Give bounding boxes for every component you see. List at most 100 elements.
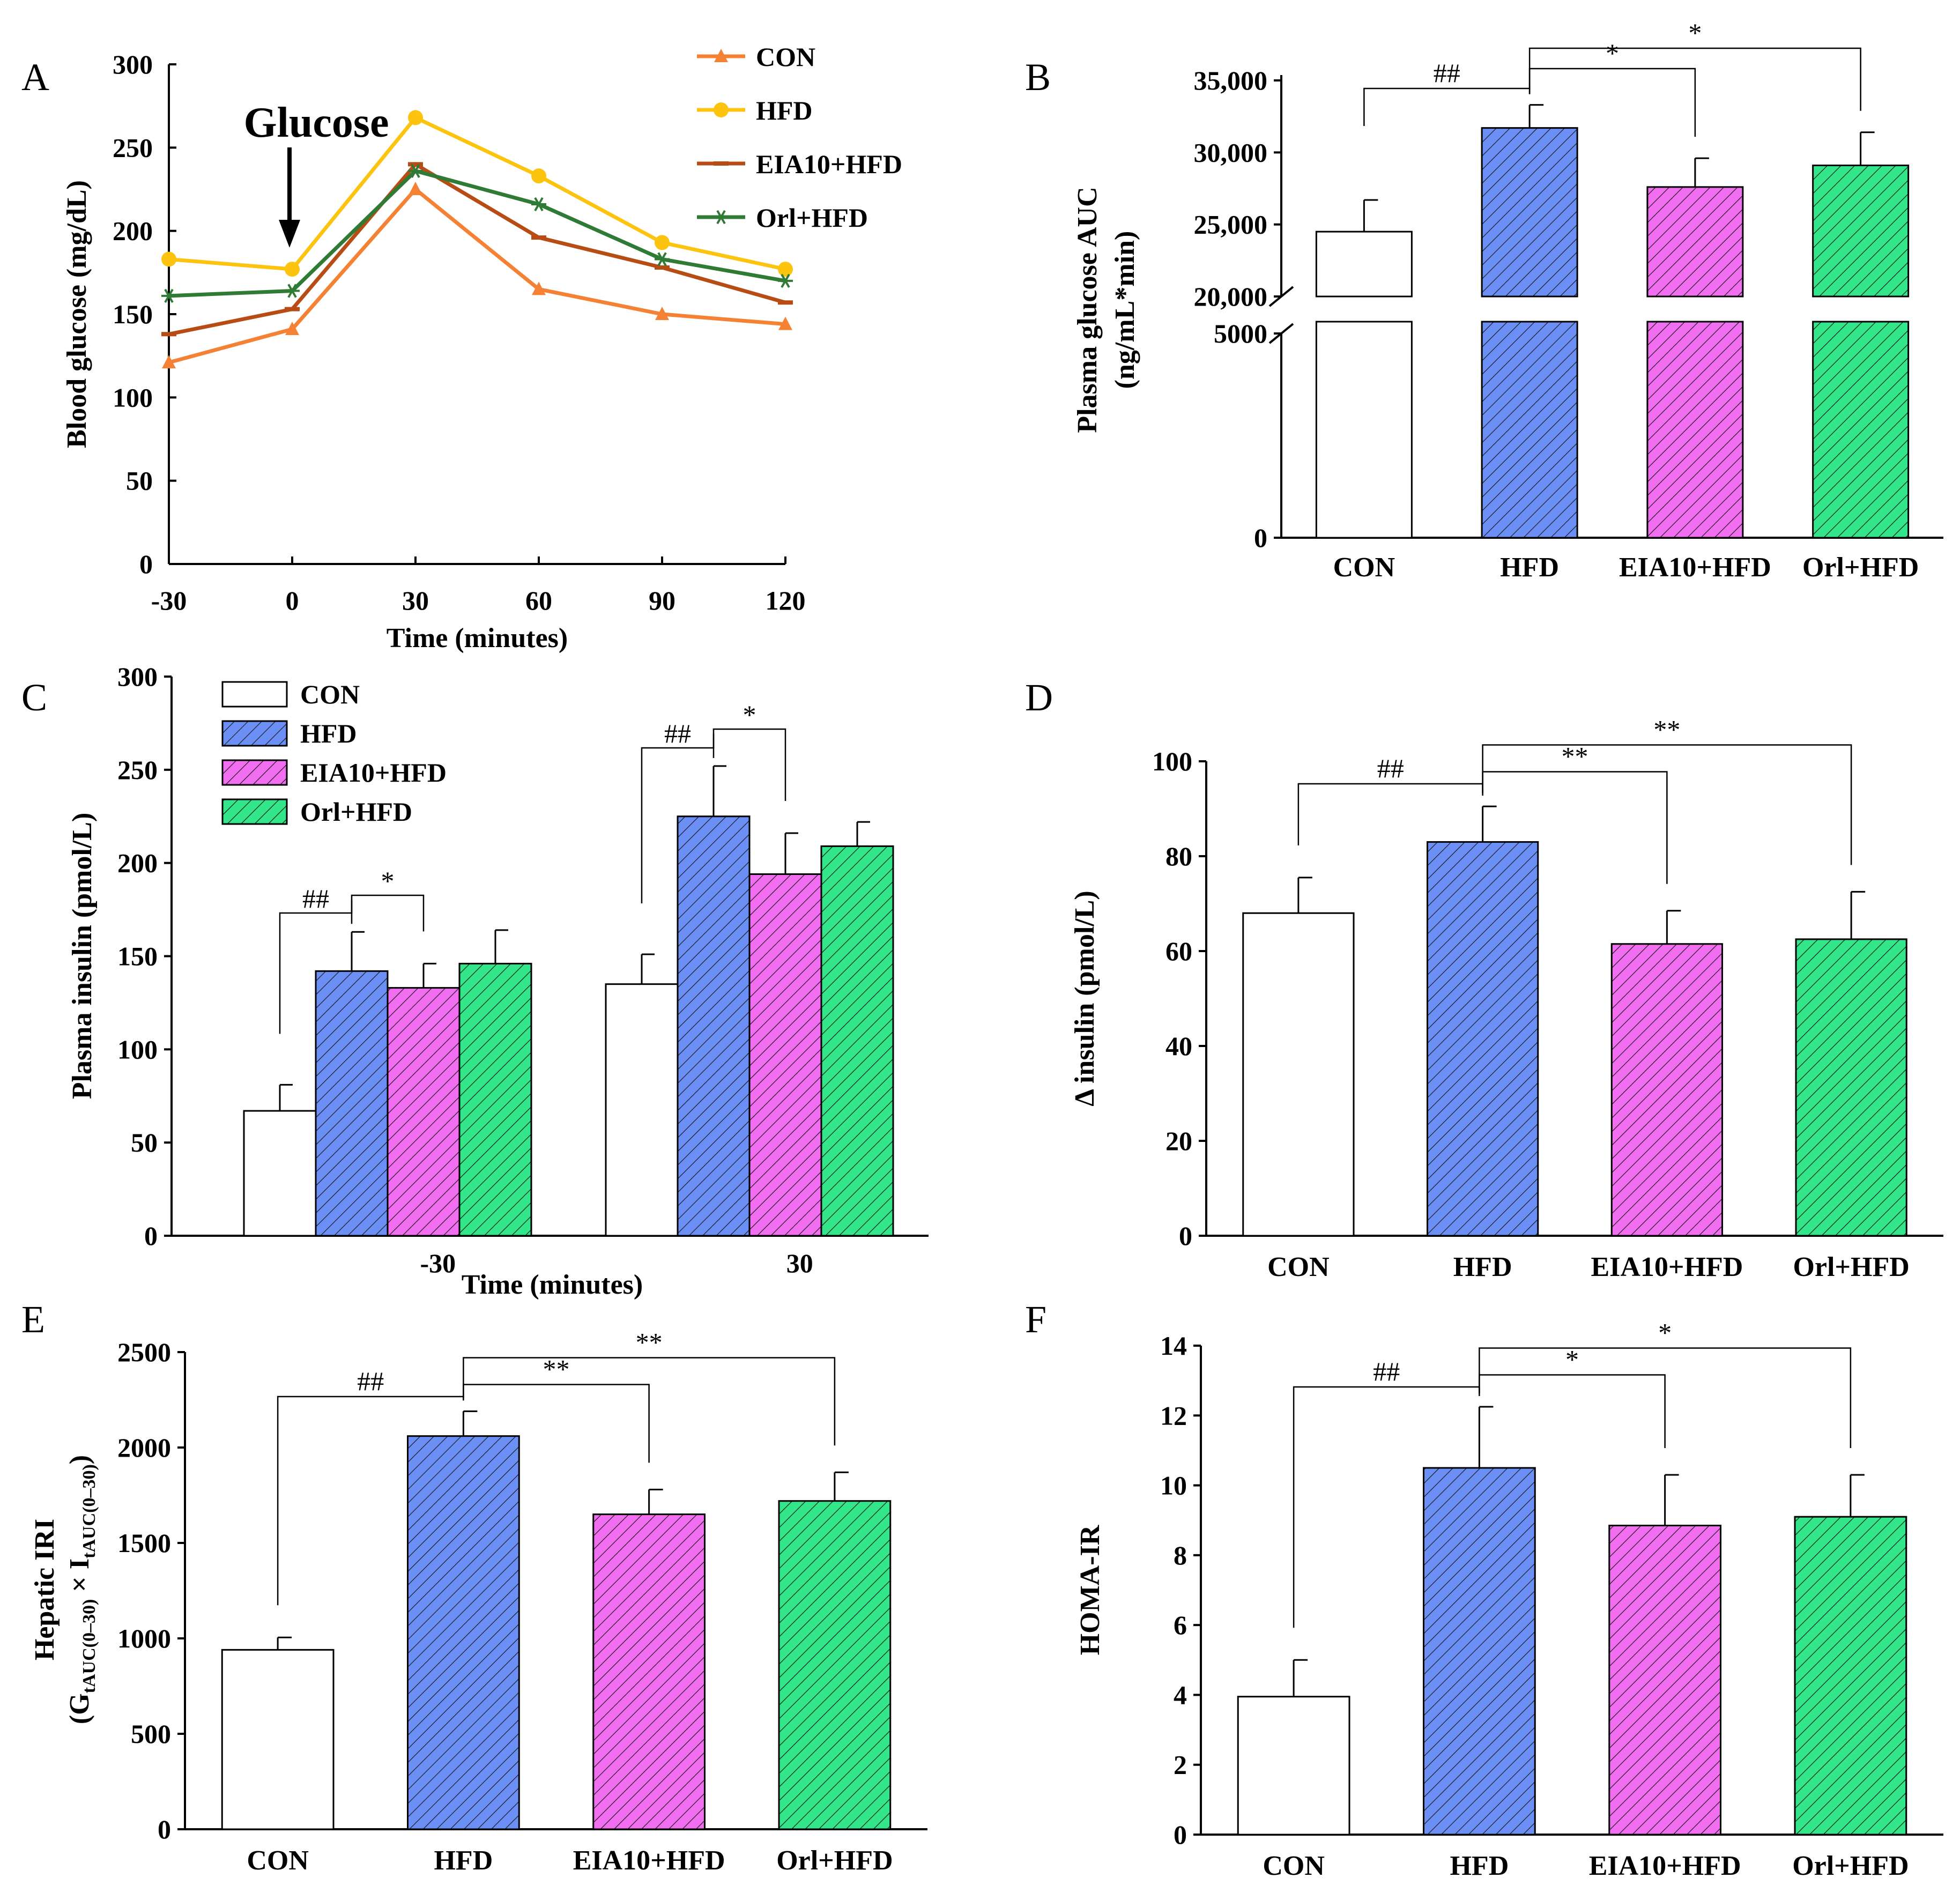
y-tick-label: 5000 — [1214, 318, 1267, 348]
y-tick-label: 80 — [1165, 841, 1192, 871]
legend-swatch — [221, 759, 288, 786]
x-tick-label: CON — [247, 1845, 309, 1876]
legend-swatch — [221, 681, 288, 708]
x-tick-label: EIA10+HFD — [1591, 1252, 1743, 1282]
marker-circle — [778, 262, 793, 277]
significance-bracket — [1528, 47, 1861, 111]
panel-label: F — [1025, 1298, 1046, 1341]
x-tick-label: EIA10+HFD — [573, 1845, 725, 1876]
y-tick-label: 2500 — [117, 1337, 171, 1367]
y-tick-label: 200 — [113, 216, 153, 246]
x-tick-label: HFD — [434, 1845, 493, 1876]
marker-star — [534, 197, 544, 212]
significance-bracket — [1528, 68, 1696, 137]
marker-star — [781, 273, 790, 288]
significance-label: ## — [302, 884, 329, 914]
bar-hfd — [1423, 1467, 1536, 1836]
y-tick-label: 500 — [131, 1719, 171, 1749]
series-line — [168, 161, 786, 336]
y-tick-label: 200 — [117, 848, 158, 878]
marker-star — [716, 210, 726, 225]
formula-part: tAUC(0–30) — [79, 1599, 99, 1694]
legend-swatch — [221, 798, 288, 825]
bar-hfd — [407, 1435, 520, 1830]
y-tick-label: 60 — [1165, 936, 1192, 966]
bar-hfd-upper — [1481, 127, 1578, 298]
bar-hfd — [677, 815, 751, 1237]
bar-eia10-hfd — [1610, 943, 1723, 1237]
x-tick-label: CON — [1263, 1851, 1325, 1881]
series-line — [168, 168, 786, 298]
panel-C: C 0 50 100 150 200 250 300 Plasma insulin (pmol/… — [21, 662, 929, 1300]
y-tick-label: 300 — [117, 662, 158, 692]
marker-circle — [714, 102, 729, 117]
y-axis-title-formula: (GtAUC(0–30) × ItAUC(0–30)) — [64, 1455, 99, 1724]
bar-orl-hfd-lower — [1812, 321, 1910, 539]
formula-part: (G — [64, 1693, 95, 1724]
series-line — [168, 187, 786, 365]
legend-label: Orl+HFD — [756, 203, 868, 233]
y-tick-label: 6 — [1174, 1610, 1187, 1640]
y-tick-label: 0 — [1254, 523, 1267, 553]
significance-label: * — [1565, 1345, 1579, 1375]
x-tick-label: 30 — [402, 585, 429, 615]
significance-bracket — [1482, 744, 1852, 865]
x-tick-label: -30 — [420, 1248, 456, 1278]
legend-label: CON — [756, 42, 815, 72]
x-tick-label: CON — [1333, 552, 1395, 583]
formula-part: ) — [64, 1455, 95, 1464]
panel-A: A 0 50 100 150 200 250 300 -30 0 30 60 90 120 Time (mi… — [21, 42, 902, 654]
y-tick-label: 20 — [1165, 1126, 1192, 1156]
panel-D: D 0 20 40 60 80 100 Δ insulin (pmol/L) CON HFD EIA… — [1025, 676, 1943, 1282]
y-tick-label: 14 — [1160, 1331, 1187, 1361]
y-tick-label: 0 — [158, 1814, 171, 1844]
significance-bracket — [463, 1357, 836, 1446]
bar-orl-hfd — [778, 1500, 892, 1830]
y-tick-label: 1000 — [117, 1623, 171, 1653]
y-tick-label: 30,000 — [1194, 137, 1268, 167]
y-tick-label: 20,000 — [1194, 281, 1268, 311]
significance-label: ## — [1373, 1356, 1400, 1386]
x-tick-label: 90 — [649, 585, 675, 615]
glucose-arrow-head — [279, 220, 300, 248]
significance-bracket — [277, 1396, 464, 1606]
marker-triangle — [285, 321, 299, 335]
x-tick-label: Orl+HFD — [1793, 1252, 1909, 1282]
significance-label: ## — [1434, 58, 1460, 88]
panel-F: F 0 2 4 6 8 10 12 14 HOMA-IR CON HFD EIA10+HFD Orl+HF… — [1025, 1298, 1943, 1881]
x-tick-label: HFD — [1500, 552, 1559, 583]
bar-con — [1237, 1696, 1350, 1836]
bar-con — [1242, 912, 1355, 1237]
significance-label: ** — [1653, 715, 1680, 745]
panel-E: E 0 500 1000 1500 2000 2500 CON HFD EIA10+HFD Orl+… — [21, 1298, 927, 1876]
y-tick-label: 250 — [113, 132, 153, 162]
x-tick-label: EIA10+HFD — [1619, 552, 1771, 583]
y-tick-label: 50 — [126, 466, 153, 496]
significance-bracket — [1479, 1347, 1852, 1449]
y-tick-label: 25,000 — [1194, 210, 1268, 240]
bar-con-upper — [1315, 231, 1413, 298]
significance-label: * — [1606, 38, 1619, 68]
marker-star — [164, 288, 174, 303]
y-axis-title: Blood glucose (mg/dL) — [62, 180, 92, 448]
significance-label: * — [1688, 18, 1702, 48]
glucose-annotation: Glucose — [243, 99, 389, 146]
significance-bracket — [351, 894, 425, 932]
marker-star — [287, 284, 297, 298]
legend-label: EIA10+HFD — [300, 758, 447, 788]
marker-star — [411, 164, 420, 178]
y-tick-label: 150 — [113, 299, 153, 329]
bar-orl-hfd-upper — [1812, 165, 1910, 298]
legend-label: Orl+HFD — [300, 797, 412, 827]
y-axis-title-units: (ng/mL*min) — [1110, 231, 1140, 389]
y-tick-label: 35,000 — [1194, 65, 1268, 95]
significance-label: ** — [1562, 741, 1588, 771]
significance-label: * — [743, 700, 756, 730]
significance-bracket — [1479, 1374, 1666, 1449]
significance-bracket — [1297, 783, 1483, 845]
bar-con — [605, 983, 679, 1237]
marker-circle — [285, 262, 300, 277]
bar-orl-hfd — [1795, 938, 1907, 1237]
marker-triangle — [714, 49, 728, 62]
marker-triangle — [655, 307, 669, 320]
